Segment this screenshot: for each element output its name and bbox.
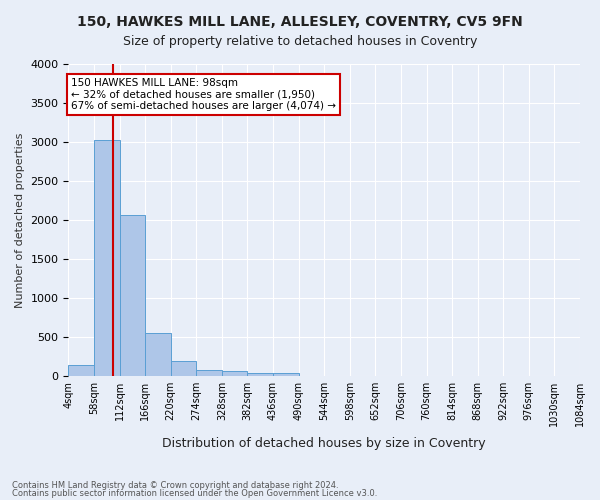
Bar — [273, 372, 299, 376]
Y-axis label: Number of detached properties: Number of detached properties — [15, 132, 25, 308]
Bar — [119, 215, 145, 376]
Bar — [145, 333, 171, 376]
Bar — [247, 372, 273, 376]
Bar — [94, 140, 119, 376]
Text: Size of property relative to detached houses in Coventry: Size of property relative to detached ho… — [123, 35, 477, 48]
X-axis label: Distribution of detached houses by size in Coventry: Distribution of detached houses by size … — [163, 437, 486, 450]
Bar — [222, 372, 247, 376]
Text: Contains public sector information licensed under the Open Government Licence v3: Contains public sector information licen… — [12, 488, 377, 498]
Bar — [196, 370, 222, 376]
Text: Contains HM Land Registry data © Crown copyright and database right 2024.: Contains HM Land Registry data © Crown c… — [12, 481, 338, 490]
Text: 150, HAWKES MILL LANE, ALLESLEY, COVENTRY, CV5 9FN: 150, HAWKES MILL LANE, ALLESLEY, COVENTR… — [77, 15, 523, 29]
Bar — [171, 360, 196, 376]
Bar — [68, 365, 94, 376]
Text: 150 HAWKES MILL LANE: 98sqm
← 32% of detached houses are smaller (1,950)
67% of : 150 HAWKES MILL LANE: 98sqm ← 32% of det… — [71, 78, 336, 111]
